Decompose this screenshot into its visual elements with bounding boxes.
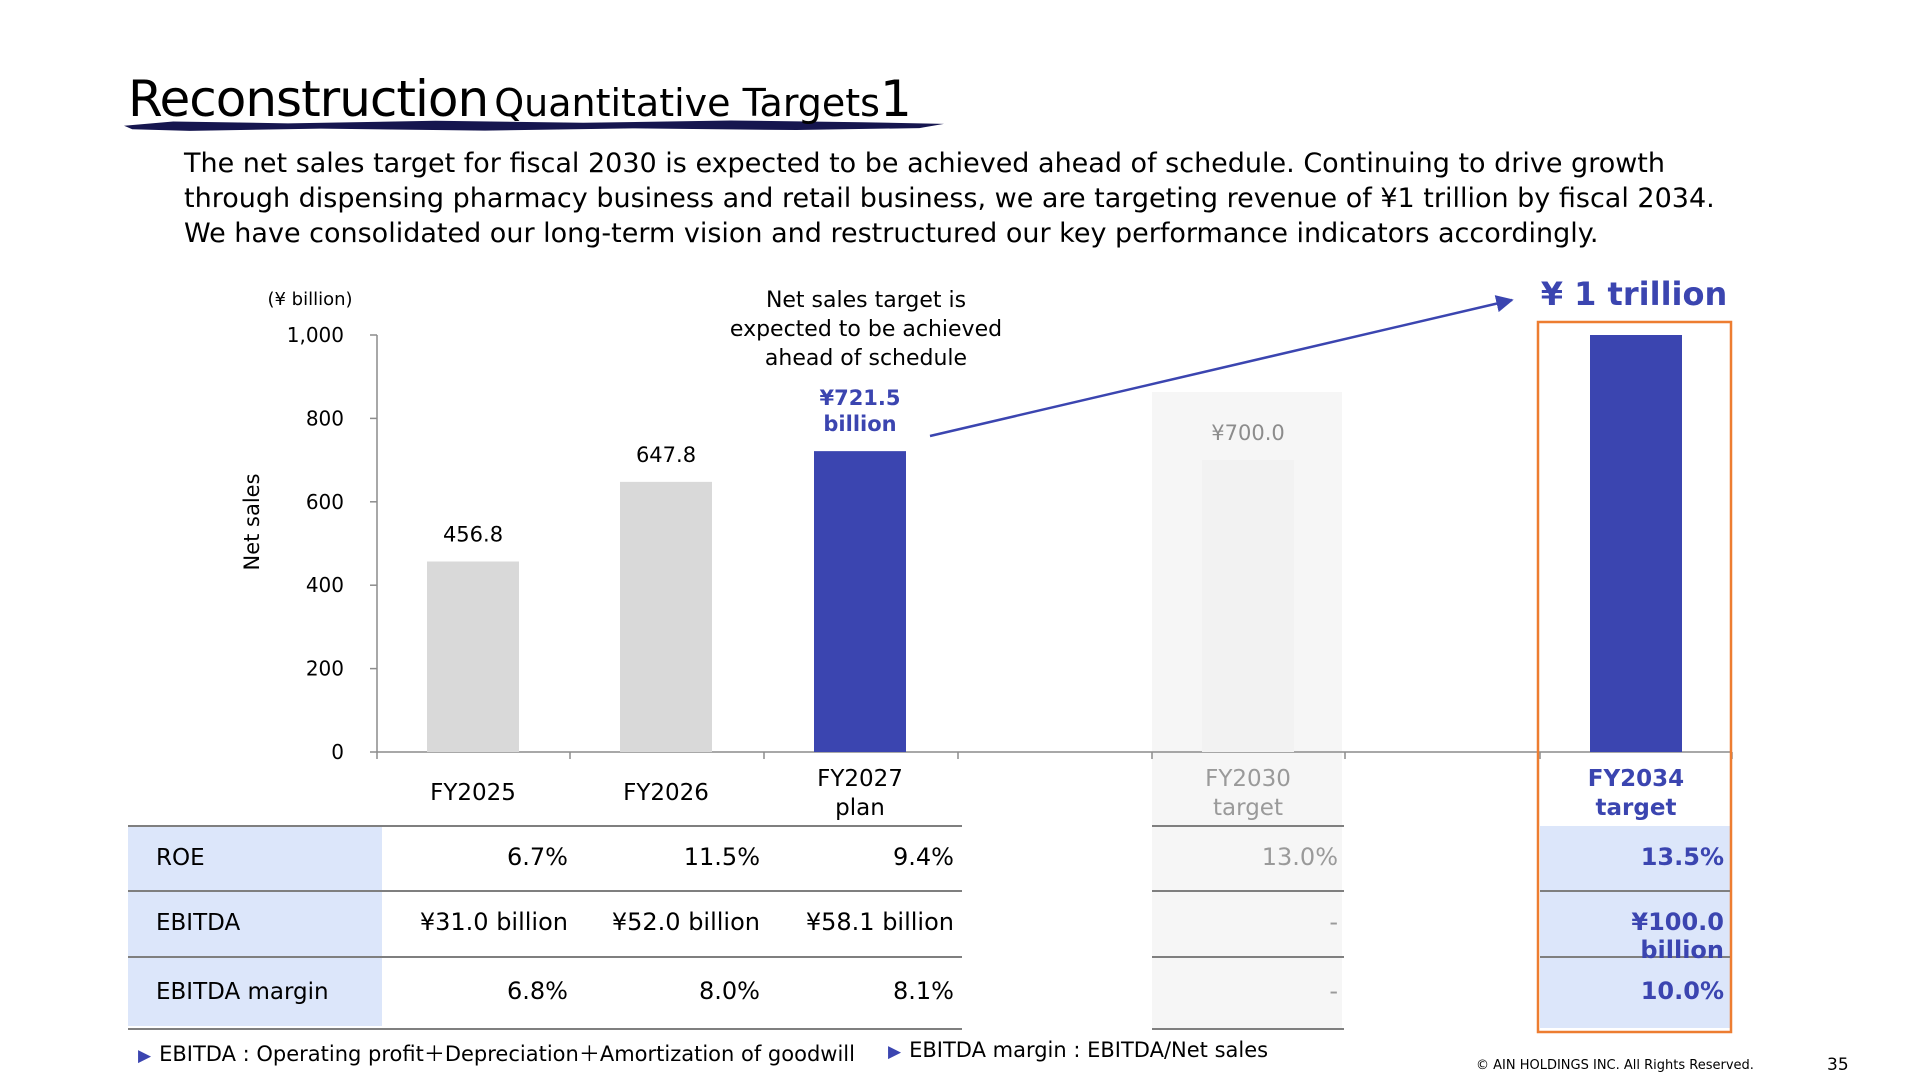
annotation-text: ahead of schedule	[765, 346, 967, 371]
bar	[814, 451, 906, 752]
table-rule	[1540, 956, 1730, 958]
x-category-label: FY2026	[623, 780, 709, 806]
title-brush-underline	[124, 120, 944, 131]
table-cell: 6.8%	[507, 977, 568, 1005]
footnote-ebitda: ▶ EBITDA : Operating profit＋Depreciation＋…	[138, 1042, 855, 1066]
x-category-label: FY2030	[1205, 766, 1291, 792]
page-number: 35	[1827, 1055, 1849, 1075]
table-row-label-ebitda: EBITDA	[156, 910, 241, 936]
data-label: ¥700.0	[1211, 421, 1284, 445]
fy2034-highlight-frame	[1536, 320, 1733, 1034]
triangle-bullet-icon: ▶	[888, 1042, 902, 1062]
bar	[1202, 460, 1294, 752]
y-tick-label: 800	[306, 406, 344, 430]
table-cell: ¥100.0 billion	[1631, 908, 1724, 964]
intro-text: The net sales target for fiscal 2030 is …	[184, 146, 1804, 251]
x-category-label: target	[1213, 795, 1283, 821]
data-label: 647.8	[636, 443, 696, 467]
callout-one-trillion: ¥ 1 trillion	[1541, 275, 1728, 313]
table-cell: 8.1%	[893, 977, 954, 1005]
y-tick-label: 0	[331, 740, 344, 764]
annotation-text: expected to be achieved	[730, 317, 1002, 342]
intro-line: We have consolidated our long-term visio…	[184, 218, 1599, 249]
fy2034-column-shade	[1540, 826, 1730, 1028]
x-category-label: FY2034	[1588, 766, 1684, 792]
data-label: billion	[823, 412, 896, 436]
intro-line: The net sales target for fiscal 2030 is …	[184, 148, 1666, 179]
table-rule	[1152, 956, 1344, 958]
y-tick-label: 400	[306, 573, 344, 597]
table-rule	[1152, 825, 1344, 827]
x-category-label: target	[1596, 795, 1677, 821]
table-rule	[1540, 890, 1730, 892]
table-cell: 10.0%	[1640, 977, 1724, 1005]
y-axis-label: Net sales	[240, 473, 264, 570]
intro-line: through dispensing pharmacy business and…	[184, 183, 1715, 214]
annotation-text: Net sales target is	[766, 288, 966, 313]
table-row-label-roe: ROE	[156, 845, 205, 871]
table-cell: 11.5%	[683, 843, 760, 871]
unit-label: (¥ billion)	[267, 289, 352, 310]
copyright: © AIN HOLDINGS INC. All Rights Reserved.	[1476, 1058, 1754, 1073]
title-main: Reconstruction	[128, 70, 489, 128]
table-cell: ¥31.0 billion	[419, 908, 568, 936]
table-cell: -	[1329, 977, 1338, 1005]
table-cell: 6.7%	[507, 843, 568, 871]
table-rule	[128, 890, 962, 892]
table-cell: ¥52.0 billion	[611, 908, 760, 936]
x-category-label: plan	[835, 795, 885, 821]
data-label: ¥721.5	[819, 386, 900, 410]
growth-arrow	[929, 295, 1514, 438]
table-cell: 9.4%	[893, 843, 954, 871]
bar	[620, 481, 712, 752]
table-rule	[128, 1028, 962, 1030]
table-cell: 8.0%	[699, 977, 760, 1005]
table-cell: 13.0%	[1261, 843, 1338, 871]
table-rule	[128, 956, 962, 958]
table-rule	[128, 825, 962, 827]
bar	[1590, 335, 1682, 752]
y-tick-label: 1,000	[287, 323, 344, 347]
title-number: 1	[879, 70, 912, 128]
slide-title: Reconstruction Quantitative Targets1	[124, 64, 948, 134]
bar	[427, 561, 519, 752]
x-category-label: FY2025	[430, 780, 516, 806]
data-label: 456.8	[443, 523, 503, 547]
table-cell: 13.5%	[1640, 843, 1724, 871]
y-tick-label: 600	[306, 490, 344, 514]
title-sub: Quantitative Targets	[494, 81, 880, 125]
triangle-bullet-icon: ▶	[138, 1046, 152, 1066]
table-row-label-ebitda-margin: EBITDA margin	[156, 979, 329, 1005]
footnote-ebitda-margin: ▶ EBITDA margin : EBITDA/Net sales	[888, 1038, 1269, 1062]
table-cell: -	[1329, 908, 1338, 936]
table-rule	[1152, 1028, 1344, 1030]
y-tick-label: 200	[306, 657, 344, 681]
x-category-label: FY2027	[817, 766, 903, 792]
table-rule	[1152, 890, 1344, 892]
row-label-bg	[128, 826, 382, 1026]
table-cell: ¥58.1 billion	[805, 908, 954, 936]
